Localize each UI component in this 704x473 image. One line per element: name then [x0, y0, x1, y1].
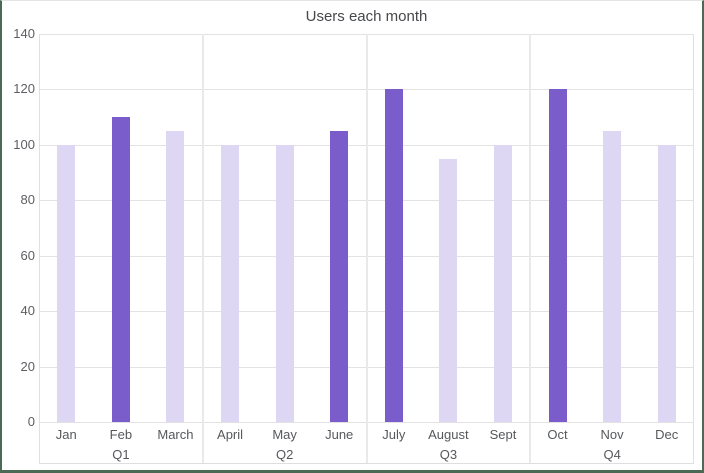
- y-tick-label-100: 100: [13, 136, 35, 152]
- y-tick-label-60: 60: [20, 247, 35, 263]
- plot-right-border: [693, 34, 694, 464]
- x-tick-label-april: April: [217, 427, 244, 442]
- group-label-q4: Q4: [603, 447, 621, 462]
- quarter-separator: [201, 34, 204, 464]
- bar-june: [330, 131, 349, 422]
- quarter-separator: [365, 34, 368, 464]
- bar-august: [439, 158, 458, 422]
- x-tick-label-oct: Oct: [547, 427, 568, 442]
- bar-nov: [603, 131, 622, 422]
- x-axis-bottom-border: [39, 463, 694, 464]
- x-tick-label-nov: Nov: [600, 427, 624, 442]
- group-label-q3: Q3: [439, 447, 458, 462]
- bar-july: [384, 89, 403, 422]
- bar-may: [275, 144, 294, 422]
- bar-feb: [111, 117, 130, 422]
- x-tick-label-dec: Dec: [655, 427, 679, 442]
- bar-dec: [657, 144, 676, 422]
- bar-oct: [548, 89, 567, 422]
- bar-april: [221, 144, 240, 422]
- x-tick-label-march: March: [157, 427, 194, 442]
- bar-sept: [493, 144, 512, 422]
- bar-jan: [57, 144, 76, 422]
- x-tick-label-june: June: [325, 427, 354, 442]
- y-tick-label-120: 120: [13, 81, 35, 97]
- y-tick-label-20: 20: [20, 358, 35, 374]
- group-label-q2: Q2: [275, 447, 294, 462]
- y-tick-label-0: 0: [27, 414, 35, 429]
- x-tick-label-sept: Sept: [489, 427, 517, 442]
- chart-title: Users each month: [305, 8, 428, 25]
- y-tick-label-80: 80: [20, 192, 35, 208]
- x-tick-label-july: July: [382, 427, 406, 442]
- x-tick-label-may: May: [272, 427, 297, 442]
- y-tick-label-40: 40: [20, 303, 35, 319]
- group-label-q1: Q1: [112, 447, 130, 462]
- y-tick-label-140: 140: [13, 26, 35, 41]
- x-tick-label-jan: Jan: [55, 427, 77, 442]
- bar-march: [166, 131, 185, 422]
- plot-area: Jan Feb March April May June July August Sept Oct…: [39, 34, 694, 464]
- x-tick-label-august: August: [428, 427, 469, 442]
- y-axis-line: [39, 34, 40, 464]
- quarter-separator: [529, 34, 532, 464]
- x-tick-label-feb: Feb: [109, 427, 133, 442]
